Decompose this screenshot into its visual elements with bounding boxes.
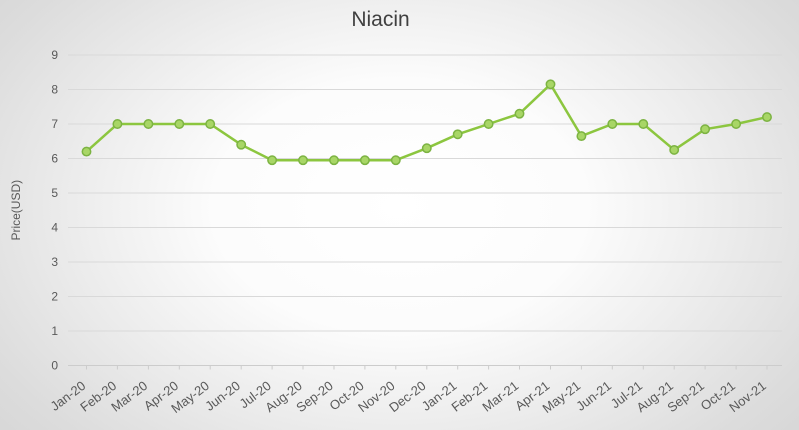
svg-text:2: 2 <box>51 290 58 304</box>
svg-text:Jun-21: Jun-21 <box>573 378 614 414</box>
svg-text:Jun-20: Jun-20 <box>202 378 243 414</box>
svg-text:8: 8 <box>51 83 58 97</box>
svg-text:Mar-21: Mar-21 <box>479 378 521 415</box>
svg-text:3: 3 <box>51 255 58 269</box>
svg-text:1: 1 <box>51 324 58 338</box>
svg-text:6: 6 <box>51 152 58 166</box>
svg-text:0: 0 <box>51 359 58 373</box>
svg-text:Price(USD): Price(USD) <box>9 180 23 241</box>
svg-text:Mar-20: Mar-20 <box>108 378 150 415</box>
svg-text:4: 4 <box>51 221 58 235</box>
svg-text:5: 5 <box>51 186 58 200</box>
svg-text:7: 7 <box>51 117 58 131</box>
svg-text:9: 9 <box>51 48 58 62</box>
